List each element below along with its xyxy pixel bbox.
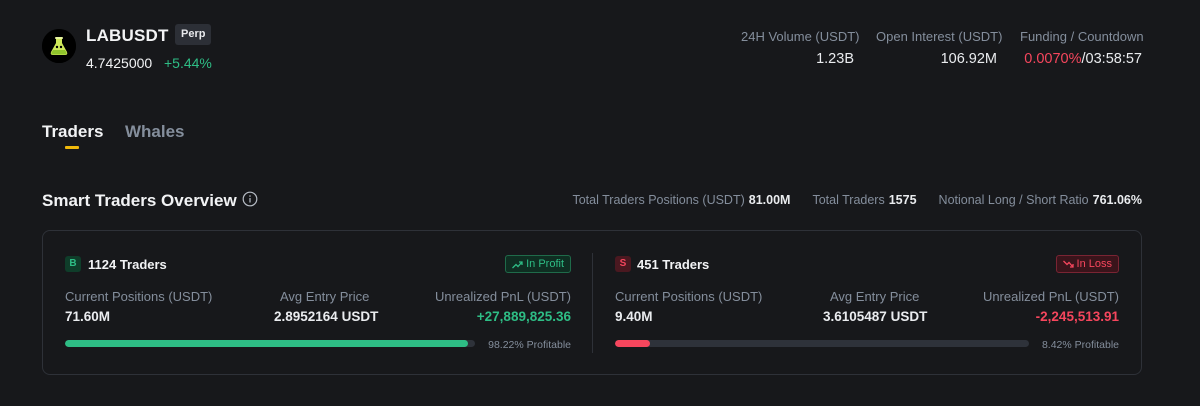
short-entry-label: Avg Entry Price	[830, 289, 920, 304]
short-positions-value: 9.40M	[615, 309, 653, 324]
sell-side-badge: S	[615, 256, 631, 272]
volume-label: 24H Volume (USDT)	[741, 29, 860, 44]
symbol-name: LABUSDT	[86, 26, 169, 45]
short-pnl-value: -2,245,513.91	[1035, 309, 1119, 324]
funding-separator: /	[1081, 51, 1086, 67]
short-profit-bar	[615, 340, 1029, 347]
in-loss-badge: In Loss	[1055, 255, 1119, 273]
overview-title: Smart Traders Overview	[42, 191, 237, 210]
funding-rate: 0.0070%	[1024, 51, 1082, 67]
summary-positions: Total Traders Positions (USDT) 81.00M	[572, 193, 791, 207]
long-entry-label: Avg Entry Price	[280, 289, 370, 304]
in-profit-badge: In Profit	[505, 255, 571, 273]
trend-down-icon	[1062, 260, 1074, 268]
long-profitable-text: 98.22% Profitable	[488, 339, 571, 351]
summary-traders: Total Traders 1575	[812, 193, 917, 207]
long-pnl-label: Unrealized PnL (USDT)	[434, 289, 571, 304]
tab-traders[interactable]: Traders	[42, 122, 104, 141]
funding-label: Funding / Countdown	[1020, 29, 1144, 44]
short-profit-bar-fill	[615, 340, 650, 347]
buy-side-badge: B	[65, 256, 81, 272]
short-positions-label: Current Positions (USDT)	[615, 289, 763, 304]
perp-badge: Perp	[175, 24, 212, 45]
overview-summary: Total Traders Positions (USDT) 81.00M Tot…	[572, 193, 1142, 207]
card-divider	[592, 253, 593, 353]
labubu-flask-icon	[42, 29, 76, 63]
open-interest-label: Open Interest (USDT)	[876, 29, 1003, 44]
price-change: +5.44%	[164, 55, 212, 71]
traders-overview-card	[42, 230, 1142, 375]
long-entry-value: 2.8952164 USDT	[274, 309, 379, 324]
last-price: 4.7425000	[86, 55, 153, 71]
summary-ratio: Notional Long / Short Ratio 761.06%	[938, 193, 1142, 207]
short-pnl-label: Unrealized PnL (USDT)	[982, 289, 1119, 304]
volume-value: 1.23B	[816, 51, 854, 67]
long-profit-bar	[65, 340, 475, 347]
short-entry-value: 3.6105487 USDT	[823, 309, 928, 324]
long-pnl-value: +27,889,825.36	[476, 309, 571, 324]
long-positions-label: Current Positions (USDT)	[65, 289, 213, 304]
short-profitable-text: 8.42% Profitable	[1041, 339, 1119, 351]
trend-up-icon	[512, 260, 523, 268]
short-traders-count: 451 Traders	[637, 257, 710, 272]
funding-value: 0.0070%/03:58:57	[1024, 51, 1142, 67]
tab-active-indicator	[65, 146, 79, 149]
long-traders-count: 1124 Traders	[88, 257, 167, 272]
info-icon[interactable]	[242, 191, 258, 207]
long-positions-value: 71.60M	[65, 309, 111, 324]
tab-whales[interactable]: Whales	[125, 122, 185, 141]
open-interest-value: 106.92M	[940, 51, 997, 67]
long-profit-bar-fill	[65, 340, 468, 347]
funding-countdown: 03:58:57	[1085, 51, 1142, 67]
